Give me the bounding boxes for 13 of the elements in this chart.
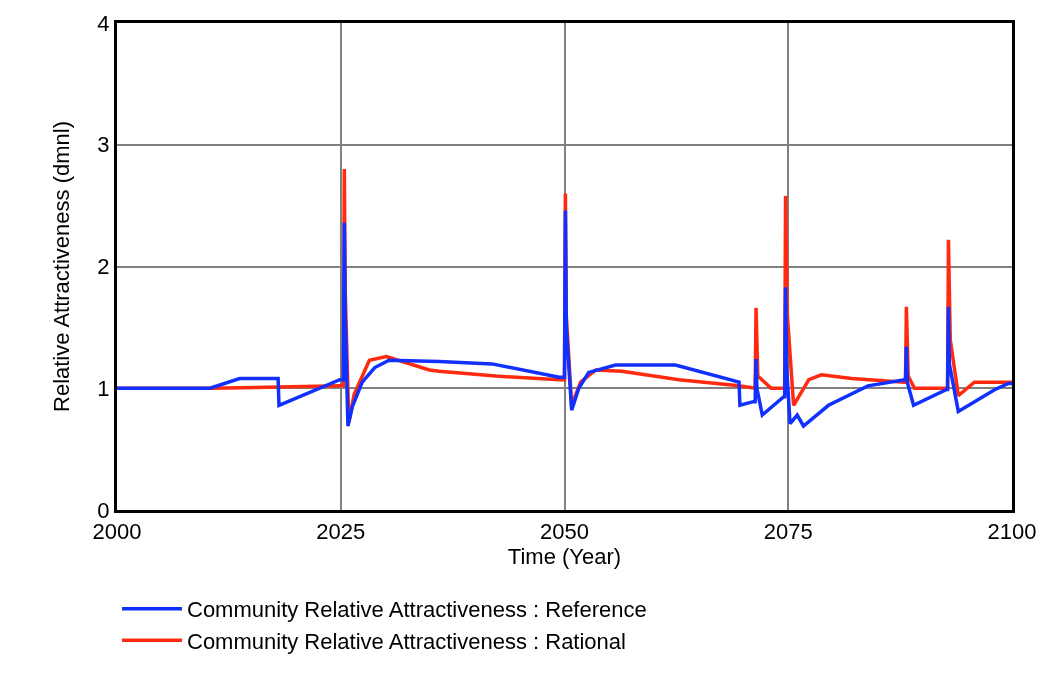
x-axis-title: Time (Year) [507,544,622,570]
y-tick-label: 1 [97,375,110,401]
y-tick-label: 3 [97,132,110,158]
x-tick-label: 2025 [316,519,366,545]
legend-label: Community Relative Attractiveness : Reference [187,597,647,623]
y-tick-label: 2 [97,254,110,280]
x-tick-label: 2050 [540,519,589,545]
y-tick-label: 4 [97,10,110,36]
x-tick-label: 2075 [763,519,813,545]
legend-label: Community Relative Attractiveness : Rational [187,628,626,654]
line-series [117,208,1012,428]
x-tick-label: 2100 [987,519,1037,545]
y-axis-title: Relative Attractiveness (dmnl) [49,121,75,412]
